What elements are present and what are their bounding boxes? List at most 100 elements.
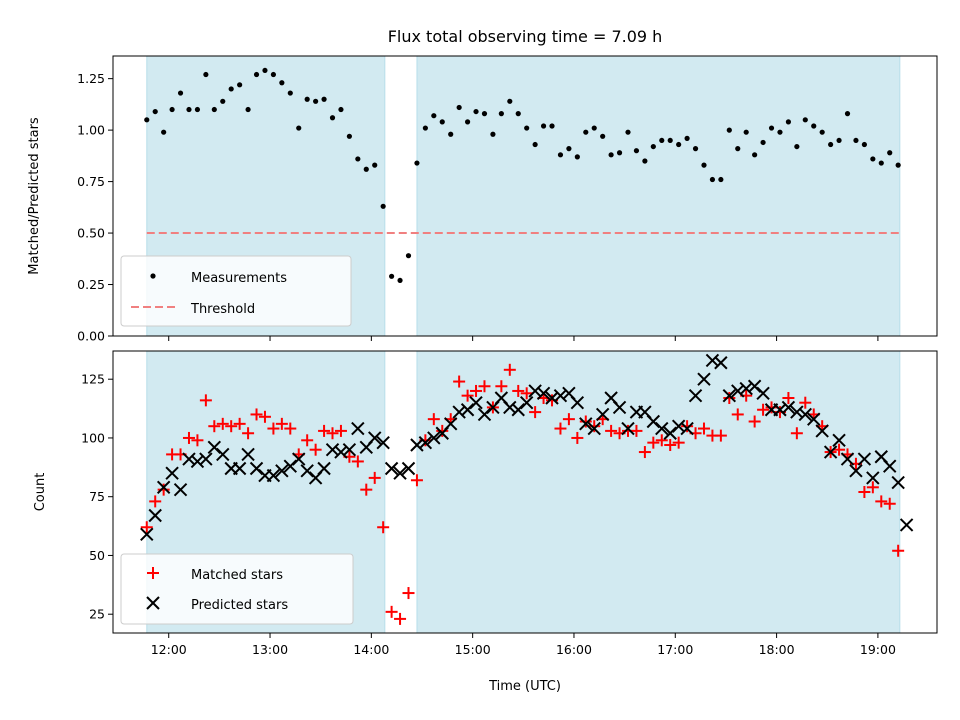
predicted-stars-point <box>671 419 686 433</box>
matched-stars-point <box>790 427 803 440</box>
matched-stars-point <box>334 424 347 437</box>
predicted-stars-point <box>140 527 154 542</box>
measurement-point <box>895 162 901 168</box>
predicted-stars-point <box>570 395 585 410</box>
matched-stars-point <box>191 434 204 447</box>
measurement-point <box>836 137 842 144</box>
predicted-stars-point <box>536 386 551 401</box>
predicted-stars-point <box>275 464 289 478</box>
predicted-stars-point <box>545 391 559 405</box>
measurement-point <box>743 129 749 135</box>
measurement-point <box>709 176 716 183</box>
matched-stars-point <box>233 417 246 430</box>
bottom-axes-frame <box>112 350 938 634</box>
matched-stars-point <box>250 408 263 421</box>
measurement-point <box>633 148 640 154</box>
matched-stars-point <box>605 424 618 437</box>
predicted-stars-point <box>857 452 872 466</box>
y-tick-label: 0.00 <box>77 329 105 344</box>
predicted-stars-point <box>621 421 635 436</box>
matched-stars-point <box>731 408 744 421</box>
measurement-point <box>819 129 825 135</box>
measurement-point <box>220 98 226 104</box>
predicted-stars-point <box>266 468 281 483</box>
predicted-stars-point <box>351 421 365 436</box>
matched-stars-point <box>461 389 474 402</box>
measurement-point <box>448 131 454 137</box>
predicted-stars-point <box>241 447 255 462</box>
top-y-ticks: 0.00 0.25 0.50 0.75 1.00 1.25 <box>77 71 113 344</box>
predicted-stars-point <box>216 447 230 462</box>
measurement-point <box>304 96 310 102</box>
y-tick-label: 1.00 <box>77 123 105 138</box>
predicted-stars-point <box>840 452 855 466</box>
matched-stars-point <box>647 436 660 449</box>
measurement-point <box>625 129 631 135</box>
top-legend-box <box>120 255 352 327</box>
measurement-point <box>566 146 572 152</box>
measurement-point <box>346 133 352 139</box>
y-tick-label: 1.25 <box>77 71 105 86</box>
matched-stars-point <box>470 384 483 397</box>
x-tick-label: 12:00 <box>151 642 187 657</box>
matched-stars-point <box>182 431 195 444</box>
measurement-point <box>752 152 758 158</box>
y-tick-label: 100 <box>81 430 105 445</box>
measurement-point <box>431 113 437 119</box>
x-tick-label: 14:00 <box>353 642 389 657</box>
x-tick-label: 18:00 <box>759 642 795 657</box>
predicted-stars-point <box>376 435 390 450</box>
predicted-stars-point <box>190 454 205 469</box>
predicted-stars-point <box>722 388 737 403</box>
predicted-stars-point <box>739 381 753 396</box>
legend-predicted-marker <box>146 596 160 610</box>
matched-stars-point <box>427 413 440 426</box>
matched-stars-point <box>326 427 339 440</box>
predicted-stars-point <box>292 452 306 466</box>
predicted-stars-point <box>688 388 703 403</box>
measurement-point <box>355 156 361 162</box>
top-y-axis-label: Matched/Predicted stars <box>27 117 42 275</box>
predicted-stars-point <box>731 384 745 398</box>
matched-stars-point <box>284 422 297 435</box>
matched-stars-point <box>892 544 905 557</box>
predicted-stars-point <box>368 431 382 445</box>
matched-stars-point <box>697 422 710 435</box>
measurement-point <box>608 152 614 158</box>
chart-title: Flux total observing time = 7.09 h <box>388 27 663 46</box>
predicted-stars-point <box>325 442 340 457</box>
matched-stars-point <box>571 431 584 444</box>
legend-matched-marker <box>147 567 159 579</box>
predicted-stars-point <box>317 461 331 476</box>
predicted-stars-point <box>553 388 568 403</box>
measurement-point <box>684 135 690 141</box>
measurement-point <box>701 162 707 168</box>
matched-stars-point <box>157 483 170 496</box>
matched-stars-point <box>360 483 373 496</box>
predicted-stars-point <box>182 452 196 466</box>
measurement-point <box>144 117 150 123</box>
matched-stars-point <box>242 427 255 440</box>
matched-stars-point <box>866 481 879 494</box>
measurement-point <box>718 176 724 183</box>
measurement-point <box>456 104 462 111</box>
predicted-stars-point <box>199 452 213 466</box>
matched-stars-point <box>275 417 288 430</box>
predicted-stars-point <box>595 407 610 422</box>
measurement-point <box>237 82 243 88</box>
x-tick-label: 17:00 <box>657 642 693 657</box>
predicted-stars-point <box>655 421 669 436</box>
x-tick-label: 15:00 <box>455 642 491 657</box>
predicted-stars-point <box>165 466 179 480</box>
measurement-point <box>313 98 319 104</box>
matched-stars-point <box>402 587 415 600</box>
predicted-stars-point <box>418 435 433 450</box>
measurement-point <box>296 125 302 131</box>
matched-stars-point <box>579 415 592 428</box>
predicted-stars-point <box>849 464 863 478</box>
matched-stars-point <box>394 612 407 625</box>
measurement-point <box>287 90 293 96</box>
predicted-stars-point <box>587 421 601 436</box>
measurement-point <box>768 125 775 131</box>
predicted-stars-point <box>579 417 593 431</box>
